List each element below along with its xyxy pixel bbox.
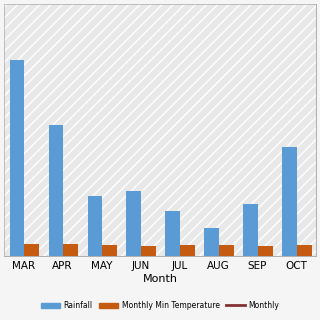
Legend: Rainfall, Monthly Min Temperature, Monthly: Rainfall, Monthly Min Temperature, Month… — [37, 298, 283, 313]
Monthly — [178, 146, 181, 150]
Bar — [297, 245, 312, 256]
Monthly — [217, 133, 220, 137]
Bar — [258, 246, 273, 256]
Bar — [180, 245, 195, 256]
Monthly — [22, 108, 26, 112]
Bar — [126, 191, 141, 256]
Monthly — [61, 113, 65, 117]
Bar — [141, 246, 156, 256]
Monthly — [139, 133, 142, 137]
Monthly — [255, 128, 259, 132]
Bar — [282, 147, 297, 256]
Bar — [244, 204, 258, 256]
Monthly — [294, 118, 298, 122]
Bar — [219, 245, 234, 256]
Bar — [102, 245, 117, 256]
Bar — [49, 125, 63, 256]
Bar — [88, 196, 102, 256]
Bar — [10, 60, 24, 256]
Bar — [204, 228, 219, 256]
Bar — [63, 244, 78, 256]
Monthly — [100, 123, 103, 127]
Bar — [24, 244, 39, 256]
X-axis label: Month: Month — [142, 274, 178, 284]
Bar — [165, 211, 180, 256]
Line: Monthly: Monthly — [24, 110, 296, 148]
